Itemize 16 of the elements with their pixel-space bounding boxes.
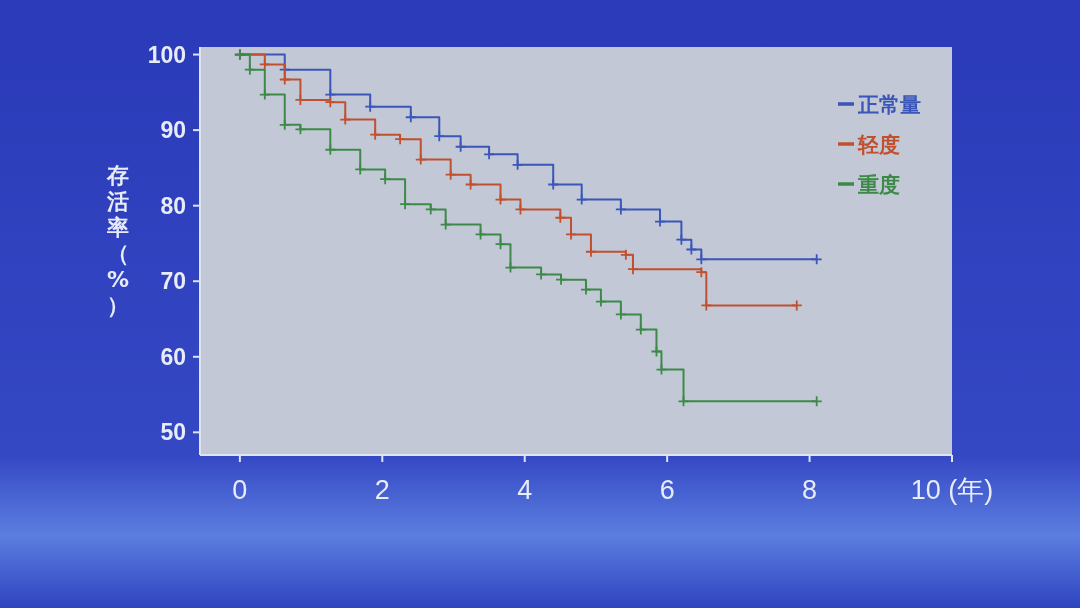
x-tick-label: 8 <box>802 475 818 505</box>
legend-label: 重度 <box>857 173 900 197</box>
x-tick-label: 2 <box>374 475 390 505</box>
y-tick-label: 100 <box>147 41 186 68</box>
x-tick-label: 4 <box>517 475 533 505</box>
y-axis-title: 存活率（%） <box>106 163 130 318</box>
x-tick-label: 0 <box>232 475 248 505</box>
y-tick-label: 60 <box>160 343 186 370</box>
y-tick-label: 50 <box>160 419 186 446</box>
legend-label: 正常量 <box>857 93 921 117</box>
y-tick-label: 90 <box>160 117 186 144</box>
x-tick-label: 10 (年) <box>910 475 994 505</box>
y-tick-label: 80 <box>160 192 186 219</box>
y-tick-label: 70 <box>160 268 186 295</box>
legend-label: 轻度 <box>857 133 900 157</box>
x-tick-label: 6 <box>659 475 675 505</box>
